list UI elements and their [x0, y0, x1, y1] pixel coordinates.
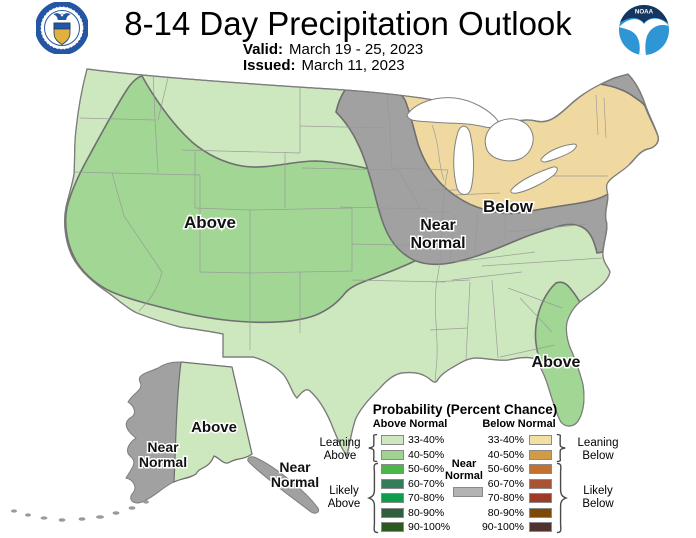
legend: Probability (Percent Chance) Above Norma…	[300, 398, 696, 538]
legend-near-normal-label: Near Normal	[445, 458, 483, 482]
legend-likely-above-label: Likely Above	[327, 485, 361, 510]
label-central-normal: Normal	[410, 235, 465, 252]
aleutian-islands	[11, 500, 149, 522]
label-alaska-panhandle-near: Near	[279, 459, 311, 475]
legend-range-below-33-40: 33-40%	[487, 434, 524, 446]
noaa-logo-icon: NOAA	[619, 5, 669, 55]
legend-range-above-70-80: 70-80%	[408, 492, 445, 504]
issued-label: Issued:	[243, 57, 296, 74]
brace-likely-below	[556, 462, 567, 534]
map-region-west-above-medium	[64, 75, 455, 324]
lake-michigan	[453, 125, 474, 195]
legend-leaning-below-label: Leaning Below	[577, 437, 619, 462]
legend-swatch-above-80-90	[381, 507, 404, 518]
legend-swatch-below-70-80	[529, 493, 552, 503]
legend-above-normal-header: Above Normal	[372, 418, 448, 430]
legend-swatch-below-50-60	[529, 464, 552, 474]
legend-range-below-50-60: 50-60%	[487, 463, 524, 475]
lake-ontario	[540, 143, 577, 163]
brace-likely-above	[368, 462, 379, 534]
state-borders	[72, 69, 608, 397]
legend-swatch-below-60-70	[529, 478, 552, 489]
issued-value: March 11, 2023	[301, 57, 405, 74]
legend-range-below-70-80: 70-80%	[487, 492, 524, 504]
legend-range-above-80-90: 80-90%	[408, 506, 445, 519]
page-title: 8-14 Day Precipitation Outlook	[124, 5, 572, 42]
legend-below-normal-header: Below Normal	[482, 418, 556, 430]
label-central-near: Near	[420, 217, 456, 234]
legend-likely-below-label: Likely Below	[582, 485, 614, 510]
label-alaska-above: Above	[191, 419, 237, 436]
valid-date-line: Valid: March 19 - 25, 2023	[243, 41, 423, 58]
legend-swatch-above-40-50	[381, 449, 404, 460]
valid-label: Valid:	[243, 41, 284, 58]
conus-coastline	[64, 68, 659, 457]
legend-range-below-90-100: 90-100%	[481, 521, 524, 533]
label-alaska-west-near: Near	[147, 439, 179, 455]
label-alaska-west-normal: Normal	[139, 454, 187, 470]
legend-range-above-40-50: 40-50%	[408, 448, 445, 461]
legend-swatch-above-33-40	[381, 435, 404, 445]
brace-leaning-below	[556, 434, 566, 462]
great-lakes	[406, 97, 577, 195]
legend-swatch-below-40-50	[529, 449, 552, 460]
alaska-east-above-light	[173, 361, 253, 483]
lake-erie	[510, 166, 558, 194]
label-northeast-below: Below	[483, 197, 534, 216]
legend-swatch-above-60-70	[381, 478, 404, 489]
legend-range-below-60-70: 60-70%	[487, 477, 524, 490]
label-southeast-above: Above	[532, 354, 581, 371]
legend-range-above-33-40: 33-40%	[408, 434, 445, 446]
brace-leaning-above	[368, 434, 378, 462]
legend-range-below-80-90: 80-90%	[487, 506, 524, 519]
alaska-panhandle-near-normal	[247, 456, 319, 514]
legend-range-above-90-100: 90-100%	[408, 521, 451, 533]
noaa-wordmark: NOAA	[635, 9, 654, 16]
lake-huron	[484, 118, 534, 162]
label-west-above: Above	[184, 213, 236, 232]
valid-value: March 19 - 25, 2023	[289, 41, 424, 58]
alaska-inset	[11, 361, 319, 522]
legend-swatch-near-normal	[453, 487, 483, 497]
legend-swatch-above-90-100	[381, 522, 404, 532]
legend-swatch-above-70-80	[381, 493, 404, 503]
legend-swatch-below-90-100	[529, 522, 552, 532]
legend-range-above-50-60: 50-60%	[408, 463, 445, 475]
legend-range-below-40-50: 40-50%	[487, 448, 524, 461]
legend-leaning-above-label: Leaning Above	[319, 437, 361, 462]
legend-swatch-below-33-40	[529, 435, 552, 445]
department-of-commerce-seal-icon	[36, 2, 88, 54]
legend-range-above-60-70: 60-70%	[408, 477, 445, 490]
legend-title: Probability (Percent Chance)	[372, 402, 558, 417]
issued-date-line: Issued: March 11, 2023	[243, 57, 405, 74]
legend-swatch-below-80-90	[529, 507, 552, 518]
label-alaska-panhandle-normal: Normal	[271, 474, 319, 490]
legend-swatch-above-50-60	[381, 464, 404, 474]
